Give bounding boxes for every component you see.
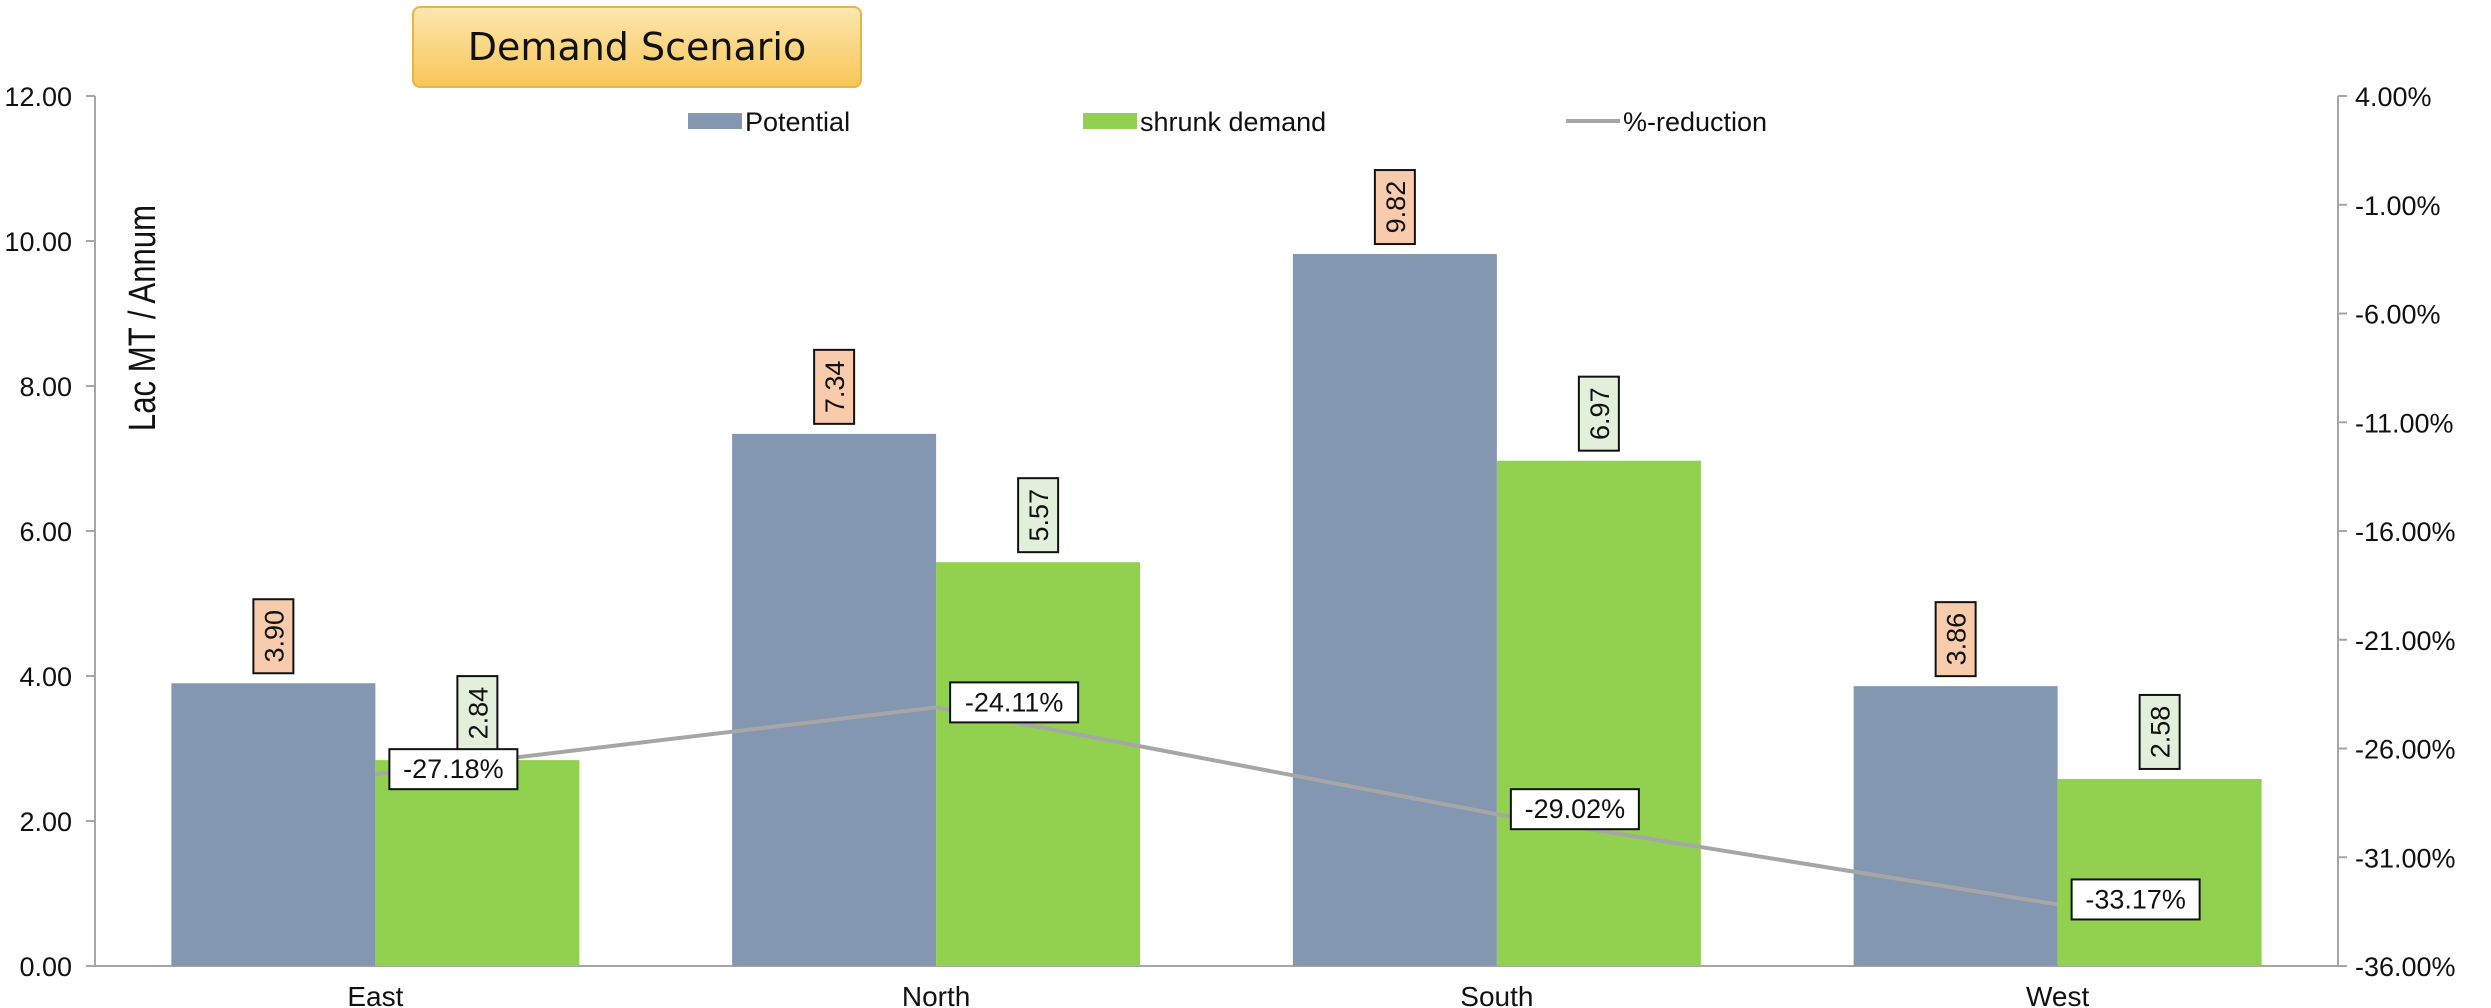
- bar-data-label: 7.34: [820, 361, 850, 414]
- y2-tick-label: -36.00%: [2355, 952, 2456, 982]
- x-tick-label: East: [347, 981, 403, 1008]
- line-data-label: -24.11%: [965, 687, 1064, 717]
- y2-tick-label: -6.00%: [2355, 300, 2441, 330]
- bar-data-label: 3.86: [1942, 613, 1972, 666]
- bar-data-label-box: [2138, 693, 2181, 770]
- legend-label: %-reduction: [1623, 107, 1767, 137]
- y2-tick-label: -16.00%: [2355, 517, 2456, 547]
- y-tick-label: 4.00: [19, 662, 72, 692]
- bar-potential: [732, 433, 937, 967]
- bar-shrunk-demand: [2057, 778, 2262, 966]
- bar-data-label: 3.90: [259, 610, 289, 663]
- line-data-label-box: [388, 748, 519, 791]
- bar-data-label-box: [252, 598, 295, 675]
- legend-swatch: [688, 113, 742, 129]
- y2-tick-label: -31.00%: [2355, 843, 2456, 873]
- line-data-label-box: [1509, 788, 1640, 831]
- x-tick-label: West: [2026, 981, 2089, 1008]
- line-data-label: -29.02%: [1525, 794, 1626, 824]
- bar-shrunk-demand: [375, 760, 580, 966]
- bar-data-label: 6.97: [1585, 387, 1615, 440]
- y-tick-label: 6.00: [19, 517, 72, 547]
- y-tick-label: 8.00: [19, 372, 72, 402]
- bar-data-label-box: [1017, 477, 1060, 554]
- bar-data-label-box: [1577, 375, 1620, 452]
- y-tick-label: 0.00: [19, 952, 72, 982]
- bar-data-label-box: [1934, 601, 1977, 678]
- bar-data-label: 9.82: [1381, 181, 1411, 234]
- bar-shrunk-demand: [936, 562, 1141, 966]
- x-tick-label: North: [902, 981, 970, 1008]
- y-axis-label: Lac MT / Annum: [122, 205, 164, 431]
- line-data-label-box: [949, 681, 1080, 724]
- y2-tick-label: 4.00%: [2355, 82, 2432, 112]
- y-tick-label: 2.00: [19, 807, 72, 837]
- bar-data-label: 2.84: [463, 687, 493, 740]
- line-data-label: -27.18%: [403, 754, 504, 784]
- legend-label: shrunk demand: [1140, 107, 1326, 137]
- y2-tick-label: -26.00%: [2355, 735, 2456, 765]
- legend-label: Potential: [745, 107, 850, 137]
- line-data-label-box: [2070, 878, 2201, 921]
- bar-potential: [1292, 254, 1497, 967]
- y-tick-label: 12.00: [4, 82, 72, 112]
- legend-swatch: [1083, 113, 1137, 129]
- y2-tick-label: -1.00%: [2355, 191, 2441, 221]
- y-tick-label: 10.00: [4, 227, 72, 257]
- bar-data-label-box: [456, 675, 499, 752]
- y2-tick-label: -11.00%: [2355, 408, 2454, 438]
- line-data-label: -33.17%: [2085, 884, 2186, 914]
- y2-tick-label: -21.00%: [2355, 626, 2456, 656]
- bar-potential: [171, 683, 376, 966]
- chart-title: Demand Scenario: [412, 6, 862, 88]
- bar-data-label-box: [813, 348, 856, 425]
- x-tick-label: South: [1460, 981, 1533, 1008]
- bar-data-label: 5.57: [1024, 489, 1054, 542]
- bar-data-label: 2.58: [2146, 706, 2176, 759]
- bar-potential: [1853, 686, 2058, 966]
- bar-shrunk-demand: [1496, 460, 1701, 966]
- bar-data-label-box: [1373, 169, 1416, 246]
- line-reduction: [375, 705, 2058, 907]
